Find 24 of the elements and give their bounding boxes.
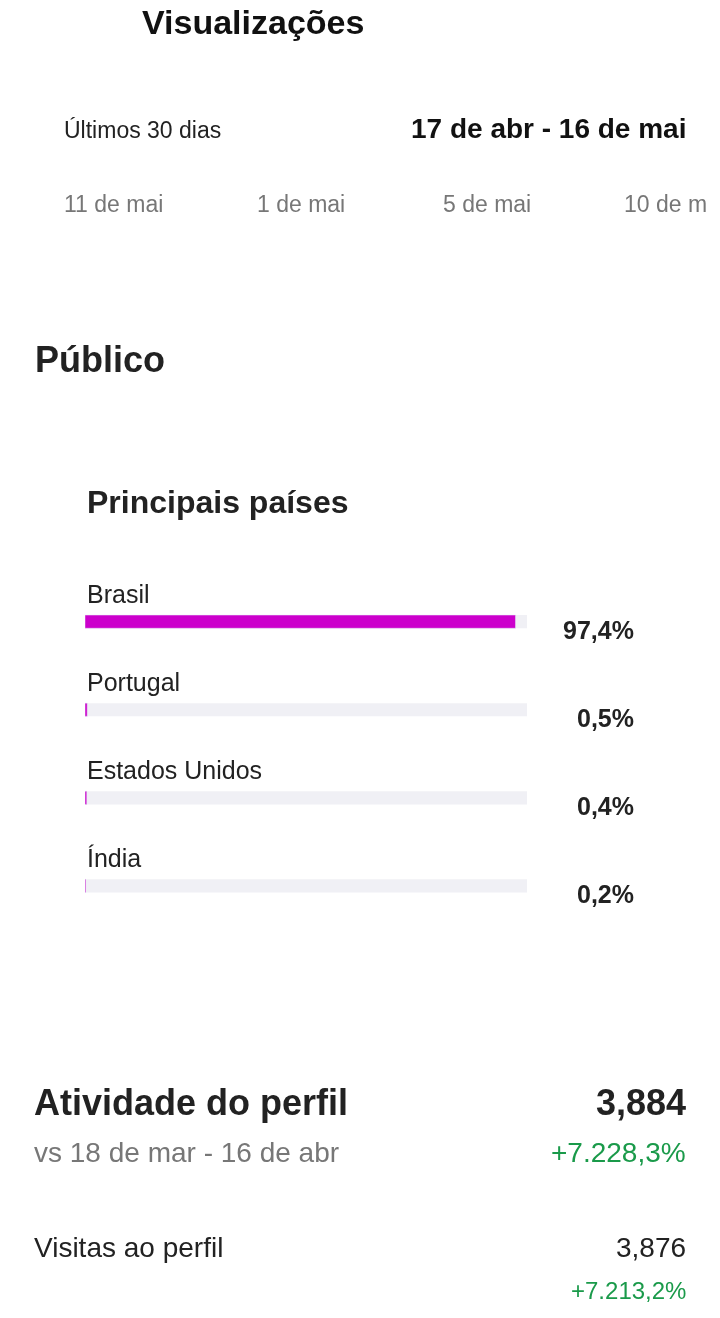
- data-label: 0,2%: [577, 880, 634, 908]
- y-tick-label: Estados Unidos: [87, 756, 263, 784]
- data-label: 0,4%: [577, 792, 634, 820]
- text: Atividade do perfil: [34, 1082, 349, 1123]
- text: 17 de abr - 16 de mai: [411, 113, 687, 144]
- text: 3,876: [616, 1232, 687, 1263]
- text: +7.228,3%: [551, 1137, 686, 1168]
- text: Visualizações: [142, 3, 365, 41]
- text: +7.213,2%: [571, 1277, 687, 1304]
- text: 11 de mai: [64, 191, 164, 217]
- text: Últimos 30 dias: [64, 117, 222, 143]
- text: 3,884: [596, 1082, 687, 1123]
- y-tick-label: Índia: [87, 844, 142, 872]
- y-tick-label: Brasil: [87, 580, 150, 608]
- data-label: 97,4%: [563, 616, 634, 644]
- text: Visitas ao perfil: [34, 1232, 224, 1263]
- text: 5 de mai: [443, 191, 532, 217]
- y-tick-label: Portugal: [87, 668, 181, 696]
- text: 10 de m: [624, 191, 708, 217]
- text: 1 de mai: [257, 191, 346, 217]
- data-label: 0,5%: [577, 704, 634, 732]
- text: vs 18 de mar - 16 de abr: [34, 1137, 340, 1168]
- text: Público: [35, 339, 166, 380]
- chart-title: Principais países: [87, 484, 349, 521]
